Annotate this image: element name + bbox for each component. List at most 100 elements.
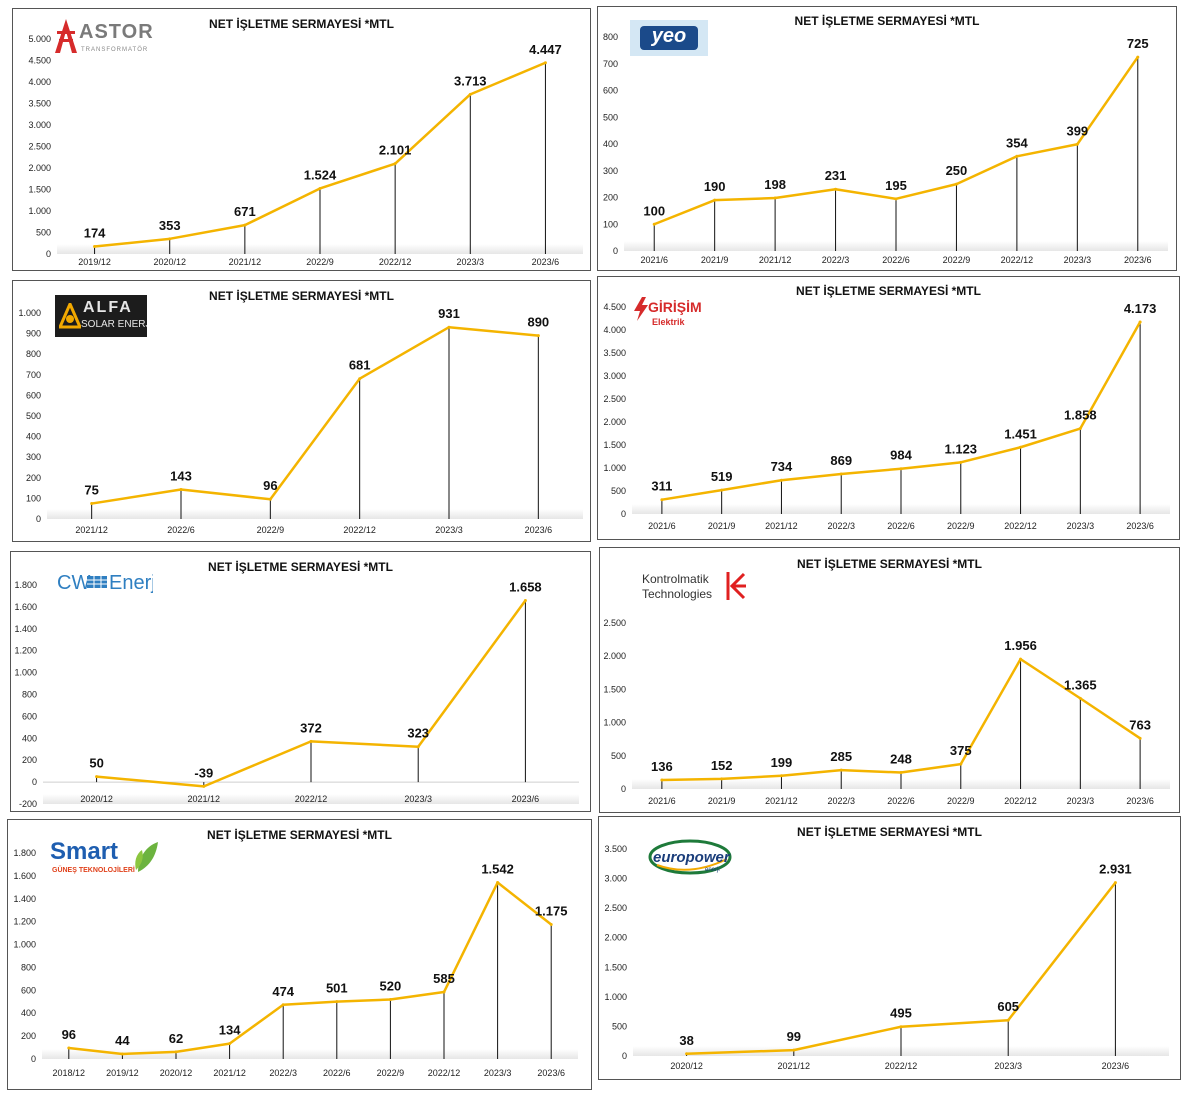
y-tick-label: 3.000 xyxy=(603,371,626,381)
x-tick-label: 2019/12 xyxy=(78,257,111,267)
x-tick-label: 2023/6 xyxy=(537,1068,565,1078)
x-tick-label: 2022/12 xyxy=(885,1061,918,1071)
x-tick-label: 2021/12 xyxy=(75,525,108,535)
data-label: 100 xyxy=(643,203,665,218)
chart-svg: 0 500 1.000 1.500 2.000 2.500 3.000 3.500 4.000 4… xyxy=(603,301,1170,531)
data-point xyxy=(1019,445,1023,449)
data-label: 869 xyxy=(830,453,852,468)
data-label: 38 xyxy=(679,1033,693,1048)
x-tick-label: 2022/12 xyxy=(1004,521,1037,531)
chart-panel-europower: NET İŞLETME SERMAYESİ *MTL europower ene… xyxy=(598,816,1181,1080)
data-point xyxy=(523,599,527,603)
data-point xyxy=(652,222,656,226)
data-point xyxy=(839,768,843,772)
europower-logo-name: europower xyxy=(653,849,730,866)
girisim-bolt-icon xyxy=(634,297,648,321)
data-label: -39 xyxy=(194,765,213,780)
y-tick-label: 300 xyxy=(603,166,618,176)
chart-panel-astor: NET İŞLETME SERMAYESİ *MTL ASTOR TRANSFO… xyxy=(12,8,591,271)
chart-panel-cw: NET İŞLETME SERMAYESİ *MTL CW Enerji -20… xyxy=(10,551,591,812)
x-tick-label: 2022/12 xyxy=(343,525,376,535)
kontrolmatik-logo: Kontrolmatik Technologies xyxy=(642,570,752,606)
y-tick-label: 500 xyxy=(612,1021,627,1031)
data-label: 1.524 xyxy=(304,167,337,182)
alfa-solar-icon xyxy=(59,303,81,329)
y-tick-label: 500 xyxy=(611,486,626,496)
yeo-logo-mark xyxy=(640,26,698,50)
kontrolmatik-k-icon xyxy=(726,572,746,600)
y-tick-label: 4.500 xyxy=(603,302,626,312)
x-tick-label: 2021/6 xyxy=(640,255,668,265)
astor-logo-name: ASTOR xyxy=(79,21,154,43)
data-point xyxy=(447,325,451,329)
y-tick-label: 1.000 xyxy=(18,308,41,318)
x-tick-label: 2023/6 xyxy=(1126,521,1154,531)
x-tick-label: 2022/3 xyxy=(827,521,855,531)
y-tick-label: 3.000 xyxy=(604,874,627,884)
y-tick-label: 4.500 xyxy=(28,56,51,66)
data-point xyxy=(1078,427,1082,431)
x-tick-label: 2021/12 xyxy=(213,1068,246,1078)
astor-logo-sub: TRANSFORMATÖR xyxy=(81,47,149,53)
data-label: 585 xyxy=(433,971,455,986)
x-tick-label: 2023/6 xyxy=(512,794,540,804)
x-tick-label: 2020/12 xyxy=(153,257,186,267)
data-point xyxy=(1015,154,1019,158)
data-point xyxy=(773,196,777,200)
x-tick-label: 2021/6 xyxy=(648,796,676,806)
smart-logo-name: Smart xyxy=(50,838,119,865)
y-tick-label: -200 xyxy=(19,799,37,809)
europower-logo: europower enerji xyxy=(647,837,733,877)
y-tick-label: 200 xyxy=(22,755,37,765)
x-tick-label: 2022/12 xyxy=(295,794,328,804)
data-point xyxy=(834,187,838,191)
y-tick-label: 1.600 xyxy=(14,602,37,612)
astor-pylon-icon xyxy=(55,19,77,53)
y-tick-label: 2.500 xyxy=(603,618,626,628)
y-tick-label: 1.000 xyxy=(603,718,626,728)
data-label: 605 xyxy=(997,999,1019,1014)
x-tick-label: 2022/12 xyxy=(1001,255,1034,265)
data-label: 931 xyxy=(438,306,460,321)
data-point xyxy=(792,1048,796,1052)
data-point xyxy=(90,502,94,506)
y-tick-label: 2.500 xyxy=(604,903,627,913)
y-tick-label: 400 xyxy=(22,733,37,743)
data-label: 311 xyxy=(651,479,672,494)
chart-svg: -200 0 200 400 600 800 1.000 1.200 1.400 1.600 1.8… xyxy=(14,580,579,809)
data-point xyxy=(179,488,183,492)
data-point xyxy=(685,1052,689,1056)
x-tick-label: 2023/3 xyxy=(404,794,432,804)
alfa-logo: ALFA SOLAR ENERJİ xyxy=(55,295,147,337)
y-tick-label: 200 xyxy=(26,473,41,483)
data-label: 399 xyxy=(1066,123,1088,138)
x-tick-label: 2022/9 xyxy=(306,257,334,267)
data-point xyxy=(120,1052,124,1056)
smart-logo-sub: GÜNEŞ TEKNOLOJİLERİ xyxy=(52,867,135,874)
data-point xyxy=(318,186,322,190)
x-tick-label: 2019/12 xyxy=(106,1068,139,1078)
x-tick-label: 2021/6 xyxy=(648,521,676,531)
data-label: 174 xyxy=(84,226,106,241)
data-label: 3.713 xyxy=(454,73,487,88)
y-tick-label: 1.500 xyxy=(603,684,626,694)
data-label: 984 xyxy=(890,448,912,463)
data-point xyxy=(1138,320,1142,324)
yeo-logo-name: yeo xyxy=(651,25,687,47)
x-tick-label: 2021/9 xyxy=(701,255,729,265)
x-tick-label: 2020/12 xyxy=(670,1061,703,1071)
data-point xyxy=(202,784,206,788)
x-tick-label: 2023/3 xyxy=(1064,255,1092,265)
data-label: 2.101 xyxy=(379,143,412,158)
y-tick-label: 100 xyxy=(26,493,41,503)
series-line xyxy=(68,881,552,1056)
data-label: 474 xyxy=(272,984,294,999)
data-point xyxy=(1138,736,1142,740)
y-tick-label: 1.500 xyxy=(28,185,51,195)
data-point xyxy=(388,997,392,1001)
x-tick-label: 2020/12 xyxy=(160,1068,193,1078)
y-tick-label: 500 xyxy=(611,751,626,761)
data-label: 199 xyxy=(771,755,793,770)
europower-logo-sub: enerji xyxy=(705,867,720,873)
data-point xyxy=(713,198,717,202)
